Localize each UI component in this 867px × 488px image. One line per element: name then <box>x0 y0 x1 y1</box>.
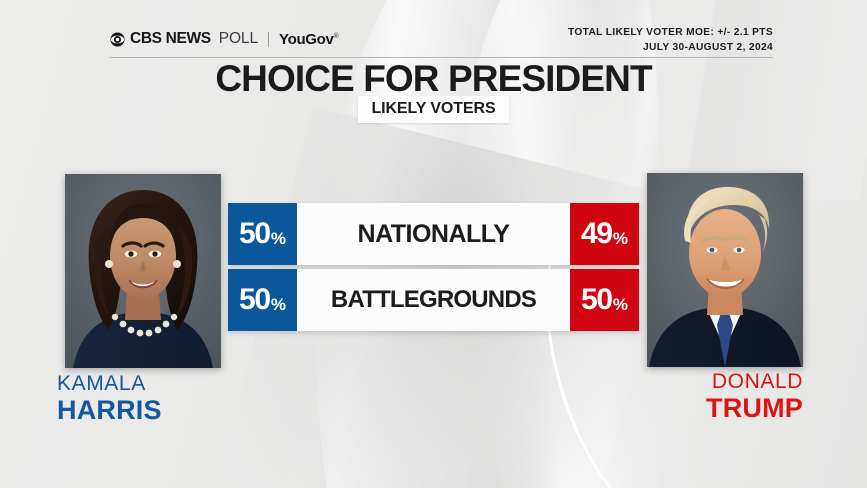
result-right-value-nationally: 49 <box>580 217 613 250</box>
cbs-eye-icon <box>110 31 125 47</box>
brand-cbs-news: CBS NEWS <box>130 30 211 48</box>
percent-symbol: % <box>270 294 287 314</box>
candidate-name-left: KAMALA HARRIS <box>57 373 162 424</box>
candidate-name-right: DONALD TRUMP <box>706 371 803 422</box>
moe-line: TOTAL LIKELY VOTER MOE: +/- 2.1 PTS <box>568 27 773 38</box>
result-left-value-battlegrounds: 50 <box>238 283 271 316</box>
row-label-nationally: NATIONALLY <box>297 203 570 265</box>
page-title: CHOICE FOR PRESIDENT <box>215 58 652 99</box>
candidate-last-name-left: HARRIS <box>57 395 162 425</box>
results-table: 50 % NATIONALLY 49 % 50 % BATTLEGROUNDS … <box>228 203 639 335</box>
candidate-first-name-right: DONALD <box>711 370 803 393</box>
result-right-value-battlegrounds: 50 <box>580 283 613 316</box>
table-row: 50 % NATIONALLY 49 % <box>228 203 639 265</box>
margin-of-error-block: TOTAL LIKELY VOTER MOE: +/- 2.1 PTS JULY… <box>568 25 773 55</box>
result-right-battlegrounds: 50 % <box>570 269 639 331</box>
percent-symbol: % <box>270 228 287 248</box>
brand-divider <box>267 31 269 47</box>
brand-yougov: YouGov® <box>278 30 339 48</box>
subtitle-badge: LIKELY VOTERS <box>358 96 509 123</box>
header: CBS NEWS POLL YouGov® TOTAL LIKELY VOTER… <box>0 0 867 58</box>
trademark-mark: ® <box>333 32 339 40</box>
donald-trump-photo <box>647 173 803 367</box>
brand-poll: POLL <box>218 30 258 48</box>
candidate-first-name-left: KAMALA <box>57 372 146 395</box>
result-left-nationally: 50 % <box>228 203 297 265</box>
result-left-battlegrounds: 50 % <box>228 269 297 331</box>
percent-symbol: % <box>612 228 629 248</box>
table-row: 50 % BATTLEGROUNDS 50 % <box>228 269 639 331</box>
row-label-battlegrounds: BATTLEGROUNDS <box>297 269 570 331</box>
subtitle-container: LIKELY VOTERS <box>0 96 867 123</box>
result-right-nationally: 49 % <box>570 203 639 265</box>
header-divider-rule <box>110 57 773 58</box>
percent-symbol: % <box>612 294 629 314</box>
kamala-harris-photo <box>65 174 221 368</box>
candidate-last-name-right: TRUMP <box>706 393 803 423</box>
field-dates-line: JULY 30-AUGUST 2, 2024 <box>642 42 773 53</box>
brand-lockup: CBS NEWS POLL YouGov® <box>110 29 339 49</box>
result-left-value-nationally: 50 <box>238 217 271 250</box>
